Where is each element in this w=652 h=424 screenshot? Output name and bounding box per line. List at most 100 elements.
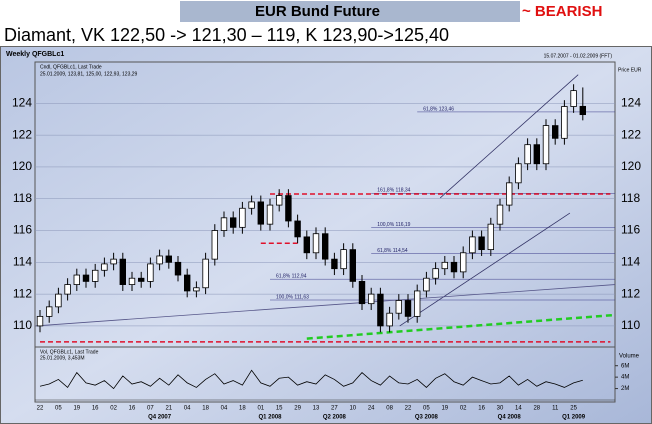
candle-body bbox=[239, 207, 246, 228]
x-tick-label: 01 bbox=[257, 406, 264, 412]
quarter-label: Q1 2008 bbox=[258, 415, 282, 421]
y-tick-label: 122 bbox=[621, 127, 641, 141]
candle-body bbox=[183, 274, 191, 292]
candle-body bbox=[459, 252, 467, 273]
candle-body bbox=[312, 233, 320, 254]
y-tick-label: 114 bbox=[621, 254, 640, 268]
candle-body bbox=[119, 258, 126, 285]
x-tick-label: 02 bbox=[460, 406, 467, 412]
header-box bbox=[180, 1, 520, 22]
y-tick-label: 114 bbox=[13, 254, 32, 268]
candle-body bbox=[275, 195, 283, 206]
signal: ~ BEARISH bbox=[522, 3, 602, 20]
x-tick-label: 25 bbox=[570, 406, 577, 412]
candle-body bbox=[579, 105, 586, 116]
x-tick-label: 11 bbox=[552, 406, 559, 412]
fib-label: 61,8% 123,46 bbox=[423, 106, 454, 112]
trend-line bbox=[306, 313, 615, 340]
date-range: 15.07.2007 - 01.02.2009 (FFT) bbox=[544, 53, 613, 59]
candle-body bbox=[552, 125, 559, 139]
x-tick-label: 07 bbox=[147, 406, 154, 412]
x-tick-label: 22 bbox=[405, 406, 412, 412]
candle-body bbox=[202, 258, 209, 289]
candle-body bbox=[331, 258, 338, 270]
y-tick-label: 112 bbox=[621, 286, 640, 300]
x-tick-label: 18 bbox=[202, 406, 209, 412]
x-tick-label: 24 bbox=[368, 406, 375, 412]
quarter-label: Q3 2008 bbox=[415, 415, 439, 421]
x-tick-label: 27 bbox=[331, 406, 338, 412]
volume-line bbox=[39, 369, 583, 390]
candle-body bbox=[64, 284, 71, 295]
quarter-label: Q4 2007 bbox=[148, 415, 172, 421]
candle-body bbox=[294, 220, 301, 238]
x-tick-label: 14 bbox=[515, 406, 522, 412]
fib-label: 161,8% 118,34 bbox=[377, 188, 410, 194]
x-tick-label: 02 bbox=[110, 406, 117, 412]
legend-line: Cndl, QFGBLc1, Last Trade bbox=[40, 64, 102, 70]
candle-body bbox=[36, 315, 44, 327]
candle-body bbox=[137, 277, 145, 282]
y-tick-label: 124 bbox=[621, 96, 641, 110]
candle-body bbox=[73, 274, 80, 285]
candle-body bbox=[165, 255, 172, 263]
candle-body bbox=[505, 182, 513, 206]
fib-label: 100,0% 116,19 bbox=[377, 222, 410, 228]
candle-body bbox=[561, 106, 568, 139]
candle-body bbox=[478, 236, 485, 251]
candle-body bbox=[542, 125, 550, 165]
chart-title: Diamant, VK 122,50 -> 121,30 – 119, K 12… bbox=[4, 25, 449, 45]
x-tick-label: 10 bbox=[349, 406, 356, 412]
panel-title: Weekly QFGBLc1 bbox=[6, 51, 64, 58]
x-tick-label: 05 bbox=[423, 406, 430, 412]
fib-label: 61,8% 112,94 bbox=[276, 274, 307, 280]
candle-body bbox=[469, 236, 476, 254]
candle-body bbox=[110, 258, 117, 265]
header: EUR Bund Future bbox=[255, 3, 380, 20]
candle-body bbox=[128, 277, 136, 285]
candle-body bbox=[358, 281, 366, 305]
quarter-label: Q1 2009 bbox=[562, 415, 586, 421]
x-tick-label: 18 bbox=[239, 406, 246, 412]
x-tick-label: 16 bbox=[129, 406, 136, 412]
y-tick-label: 120 bbox=[12, 159, 32, 173]
fib-label: 100,0% 111,63 bbox=[276, 294, 309, 300]
x-tick-label: 22 bbox=[37, 406, 44, 412]
x-tick-label: 04 bbox=[184, 406, 191, 412]
candle-body bbox=[487, 223, 494, 251]
y-tick-label: 118 bbox=[13, 191, 32, 205]
candle-body bbox=[248, 201, 255, 209]
candle-body bbox=[570, 90, 577, 107]
vol-tick-label: 4M bbox=[621, 375, 629, 381]
candle-body bbox=[211, 230, 218, 260]
legend-line: 25.01.2009, 123,81, 125,00, 122,93, 123,… bbox=[40, 71, 138, 77]
y-tick-label: 122 bbox=[12, 127, 32, 141]
candle-body bbox=[101, 263, 108, 271]
x-tick-label: 29 bbox=[294, 406, 301, 412]
volume-label: Volume bbox=[619, 354, 640, 360]
candle-body bbox=[524, 144, 531, 165]
candle-body bbox=[156, 255, 163, 265]
candle-body bbox=[147, 263, 154, 282]
y-tick-label: 118 bbox=[621, 191, 640, 205]
trend-line bbox=[35, 284, 615, 327]
candle-body bbox=[257, 201, 264, 225]
candle-body bbox=[55, 293, 62, 308]
y-tick-label: 110 bbox=[621, 318, 640, 332]
fib-label: 61,8% 114,54 bbox=[377, 248, 408, 254]
candle-body bbox=[321, 233, 329, 260]
trend-line bbox=[399, 212, 571, 327]
candle-body bbox=[496, 204, 504, 225]
candle-body bbox=[515, 163, 522, 184]
vol-tick-label: 6M bbox=[621, 363, 629, 369]
x-tick-label: 21 bbox=[165, 406, 172, 412]
vol-tick-label: 2M bbox=[621, 386, 629, 392]
candle-body bbox=[266, 204, 274, 225]
y-tick-label: 116 bbox=[13, 223, 32, 237]
x-tick-label: 04 bbox=[221, 406, 228, 412]
price-label: Price EUR bbox=[618, 67, 642, 73]
candle-body bbox=[229, 217, 237, 228]
quarter-label: Q4 2008 bbox=[498, 415, 522, 421]
x-tick-label: 13 bbox=[313, 406, 320, 412]
